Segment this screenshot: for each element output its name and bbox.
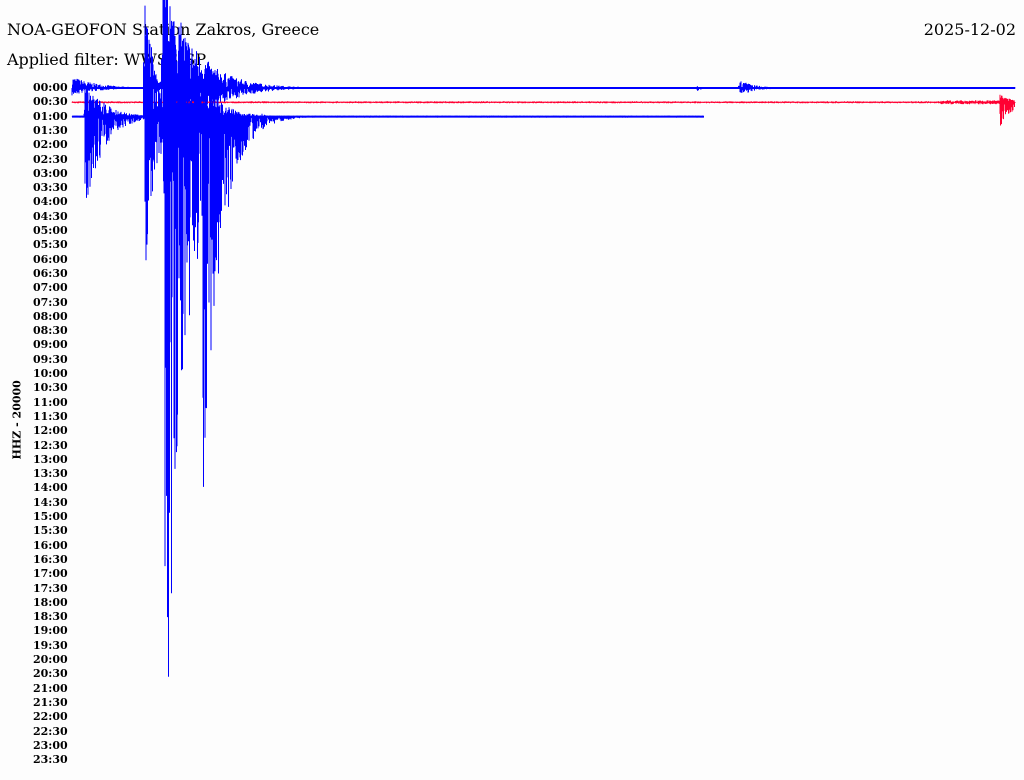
row-label: 04:30 — [33, 209, 68, 223]
row-label: 09:30 — [33, 352, 68, 366]
row-label: 11:00 — [33, 395, 68, 409]
filter-label: Applied filter: WWSS-SP — [7, 50, 207, 69]
row-label: 17:00 — [33, 567, 68, 581]
row-label: 04:00 — [33, 195, 68, 209]
row-label: 22:00 — [33, 710, 68, 724]
row-label: 14:00 — [33, 481, 68, 495]
row-label: 10:30 — [33, 381, 68, 395]
row-label: 00:00 — [33, 81, 68, 94]
row-label: 06:00 — [33, 252, 68, 266]
row-label: 03:00 — [33, 166, 68, 180]
row-label: 01:30 — [33, 123, 68, 137]
row-label: 23:30 — [33, 753, 68, 767]
row-label: 19:00 — [33, 624, 68, 638]
row-label: 22:30 — [33, 724, 68, 738]
row-label: 07:30 — [33, 295, 68, 309]
row-label: 16:30 — [33, 552, 68, 566]
row-label: 08:00 — [33, 309, 68, 323]
row-label: 20:30 — [33, 667, 68, 681]
row-label: 18:30 — [33, 610, 68, 624]
row-label: 05:30 — [33, 238, 68, 252]
row-label: 00:30 — [33, 95, 68, 109]
row-label: 16:00 — [33, 538, 68, 552]
row-label: 12:30 — [33, 438, 68, 452]
row-label: 09:00 — [33, 338, 68, 352]
row-label: 10:00 — [33, 367, 68, 380]
row-label: 17:30 — [33, 581, 68, 595]
row-label: 11:30 — [33, 409, 68, 423]
row-label: 02:00 — [33, 138, 68, 152]
date-label: 2025-12-02 — [923, 20, 1016, 39]
row-label: 14:30 — [33, 495, 68, 509]
row-label: 21:00 — [33, 681, 68, 695]
row-label: 03:30 — [33, 181, 68, 195]
row-label: 07:00 — [33, 281, 68, 295]
row-label: 13:00 — [33, 452, 68, 466]
row-label: 20:00 — [33, 653, 68, 666]
row-label: 06:30 — [33, 266, 68, 280]
row-label: 18:00 — [33, 595, 68, 609]
row-label: 15:00 — [33, 510, 68, 523]
row-label: 08:30 — [33, 324, 68, 338]
row-label: 05:00 — [33, 224, 68, 237]
row-label: 15:30 — [33, 524, 68, 538]
row-label: 13:30 — [33, 467, 68, 481]
row-label: 12:00 — [33, 424, 68, 438]
row-label: 01:00 — [33, 109, 68, 123]
row-label: 02:30 — [33, 152, 68, 166]
row-label: 21:30 — [33, 695, 68, 709]
row-label: 23:00 — [33, 738, 68, 752]
row-label: 19:30 — [33, 638, 68, 652]
